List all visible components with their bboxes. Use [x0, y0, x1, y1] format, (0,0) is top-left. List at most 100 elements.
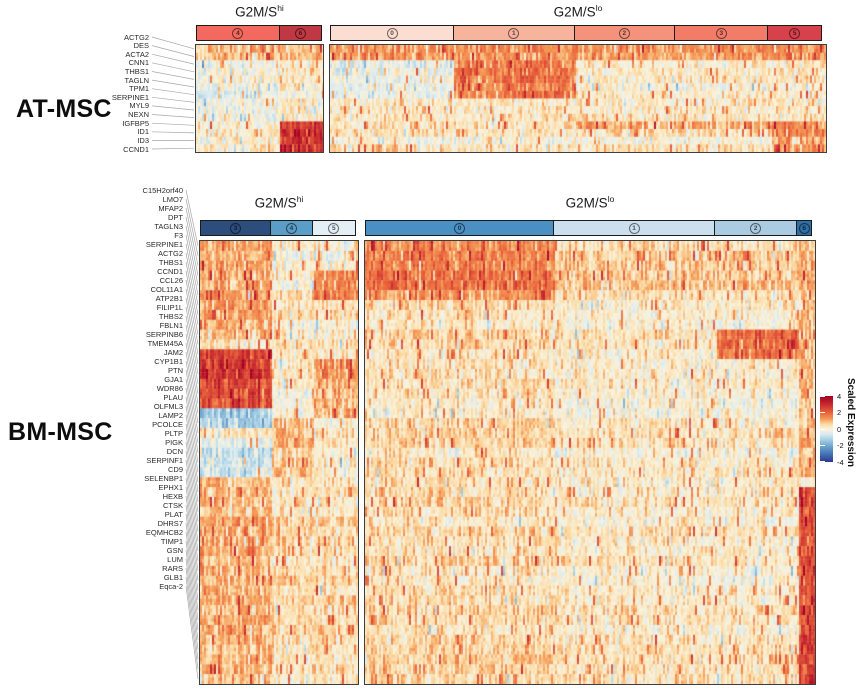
gene-label: F3 — [174, 230, 183, 240]
gene-label: GSN — [166, 545, 183, 555]
gene-label: ACTA2 — [125, 49, 149, 59]
gene-connector-line — [185, 225, 199, 286]
gene-label: SELENBP1 — [144, 473, 183, 483]
gene-connector-line — [185, 405, 199, 483]
gene-connector-line — [185, 333, 199, 404]
gene-connector-line — [185, 558, 199, 650]
gene-connector-line — [185, 306, 199, 374]
gene-connector-line — [185, 252, 199, 315]
gene-connector-line — [185, 189, 199, 246]
gene-label: SERPINF1 — [146, 455, 183, 465]
gene-label: TAGLN3 — [154, 221, 183, 231]
cluster-segment: 3 — [200, 220, 272, 236]
gene-label: PCOLCE — [152, 419, 183, 429]
gene-label: OLFML3 — [153, 401, 183, 411]
gene-connector-line — [185, 522, 199, 611]
cluster-segment: 0 — [330, 25, 454, 41]
gene-label: EQMHCB2 — [145, 527, 183, 537]
gene-connector-line — [151, 62, 195, 73]
group-title-superscript: hi — [277, 3, 284, 13]
gene-connector-line — [151, 114, 195, 118]
cluster-segment: 6 — [278, 25, 322, 41]
cluster-id-badge: 5 — [789, 27, 801, 39]
gene-connector-line — [185, 414, 199, 493]
cluster-id-badge: 0 — [386, 27, 398, 39]
cluster-id-badge: 4 — [232, 27, 244, 39]
column-group-title: G2M/Slo — [365, 194, 815, 211]
group-title-superscript: lo — [607, 194, 615, 204]
gene-connector-line — [185, 351, 199, 424]
gene-connector-line — [185, 432, 199, 512]
gene-connector-line — [185, 513, 199, 601]
legend-tick-mark — [820, 445, 825, 446]
gene-connector-line — [185, 549, 199, 640]
gene-connector-line — [185, 261, 199, 325]
gene-label: RARS — [162, 563, 183, 573]
cluster-segment: 5 — [767, 25, 822, 41]
group-title-superscript: lo — [595, 3, 603, 13]
column-group-title: G2M/Slo — [330, 3, 826, 20]
gene-connector-line — [185, 243, 199, 306]
gene-connector-line — [185, 297, 199, 365]
gene-connector-line — [185, 468, 199, 552]
gene-connector-line — [185, 198, 199, 256]
gene-connector-line — [185, 567, 199, 660]
gene-connector-line — [185, 324, 199, 394]
gene-connector-line — [151, 131, 195, 134]
gene-label: TIMP1 — [160, 536, 183, 546]
gene-label: TMEM45A — [147, 338, 183, 348]
legend-title: Scaled Expression — [845, 378, 856, 467]
heatmap-row-label-at-msc: AT-MSC — [16, 95, 112, 123]
group-title-text: G2M/S — [565, 195, 608, 211]
gene-connector-line — [185, 387, 199, 463]
cluster-id-badge: 2 — [750, 222, 762, 234]
legend-tick-mark — [820, 412, 825, 413]
gene-connector-line — [185, 531, 199, 621]
gene-connector-line — [151, 105, 195, 111]
gene-connector-line — [185, 396, 199, 473]
gene-label: ACTG2 — [123, 32, 149, 42]
gene-connector-line — [185, 585, 199, 680]
gene-connector-line — [185, 504, 199, 591]
cluster-segment: 2 — [714, 220, 798, 236]
gene-label: CCL26 — [159, 275, 183, 285]
legend-tick-label: -4 — [837, 457, 844, 467]
gene-label: CYP1B1 — [154, 356, 183, 366]
cluster-id-badge: 0 — [454, 222, 465, 234]
gene-label: MYL9 — [129, 101, 149, 111]
gene-label: CCND1 — [123, 144, 149, 154]
gene-connector-line — [185, 495, 199, 581]
cluster-segment: 1 — [453, 25, 575, 41]
cluster-segment: 1 — [553, 220, 715, 236]
gene-label: DCN — [166, 446, 183, 456]
cluster-id-badge: 6 — [798, 222, 810, 234]
gene-connector-line — [185, 288, 199, 355]
heatmap-panel-at-msc-hi — [195, 44, 324, 153]
gene-connector-line — [185, 576, 199, 670]
cluster-id-badge: 4 — [285, 222, 297, 234]
cluster-segment: 4 — [270, 220, 313, 236]
cluster-id-badge: 5 — [328, 222, 340, 234]
gene-connector-line — [185, 540, 199, 630]
gene-label: LMO7 — [162, 194, 183, 204]
cluster-annotation-bar: 0 1 2 6 — [365, 220, 815, 236]
legend-tick-label: 4 — [837, 391, 842, 401]
gene-label: GJA1 — [164, 374, 183, 384]
gene-connector-line — [185, 270, 199, 335]
gene-connector-line — [185, 207, 199, 266]
gene-label: CD9 — [167, 464, 183, 474]
legend-tick-mark — [820, 396, 825, 397]
cluster-id-badge: 3 — [230, 222, 242, 234]
gene-connector-line — [185, 234, 199, 296]
gene-label: FBLN1 — [159, 320, 183, 330]
gene-label: GLB1 — [163, 572, 183, 582]
gene-label: THBS1 — [124, 67, 149, 76]
cluster-segment: 0 — [365, 220, 554, 236]
cluster-segment: 3 — [674, 25, 769, 41]
column-group-title: G2M/Shi — [196, 3, 323, 20]
heatmap-panel-bm-msc-hi — [199, 240, 359, 685]
gene-label: IGFBP5 — [122, 118, 149, 128]
gene-label: NEXN — [128, 110, 149, 119]
gene-label: ACTG2 — [157, 248, 183, 258]
